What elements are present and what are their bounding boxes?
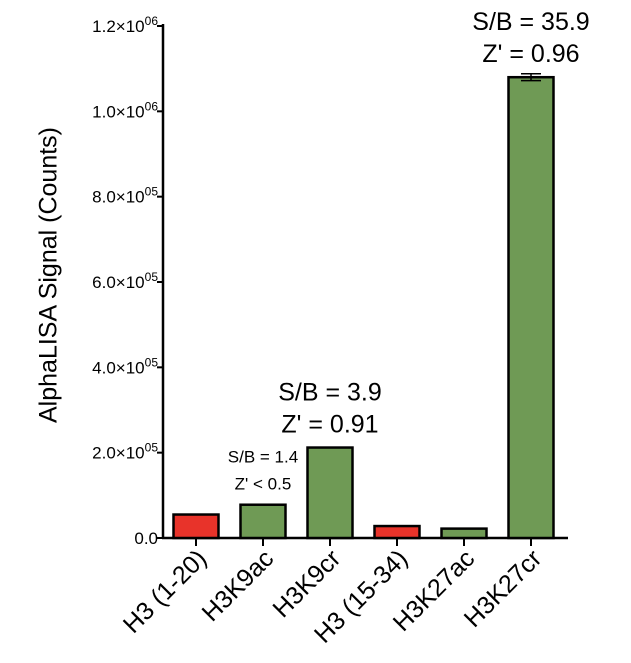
bar-annotation: S/B = 3.9	[278, 379, 382, 407]
axes: 0.0 2.0×1005 4.0×1005 6.0×1005 8.0×1005 1.0×1…	[92, 14, 568, 548]
y-tick-label: 6.0×1005	[92, 270, 158, 292]
bars	[172, 73, 555, 540]
bar	[373, 524, 421, 540]
bar-annotation: Z' < 0.5	[235, 475, 292, 494]
bar-annotation: Z' = 0.96	[482, 40, 579, 68]
y-tick-label: 1.0×1006	[92, 99, 158, 121]
y-tick-label: 4.0×1005	[92, 355, 158, 377]
bar-annotation: S/B = 1.4	[228, 448, 298, 467]
bar	[440, 527, 488, 540]
x-tick-label: H3K9ac	[197, 544, 280, 627]
bar-annotation: S/B = 35.9	[472, 8, 589, 36]
x-tick-label: H3 (1-20)	[118, 544, 212, 638]
y-tick-label: 1.2×1006	[92, 14, 158, 36]
bar	[172, 513, 220, 540]
bar-annotation: Z' = 0.91	[281, 411, 378, 439]
y-tick-label: 2.0×1005	[92, 441, 158, 463]
bar	[239, 503, 287, 540]
bar	[507, 75, 555, 540]
bar	[306, 446, 354, 540]
y-tick-label: 0.0	[134, 529, 158, 548]
y-axis-title: AlphaLISA Signal (Counts)	[35, 127, 63, 423]
y-tick-label: 8.0×1005	[92, 185, 158, 207]
